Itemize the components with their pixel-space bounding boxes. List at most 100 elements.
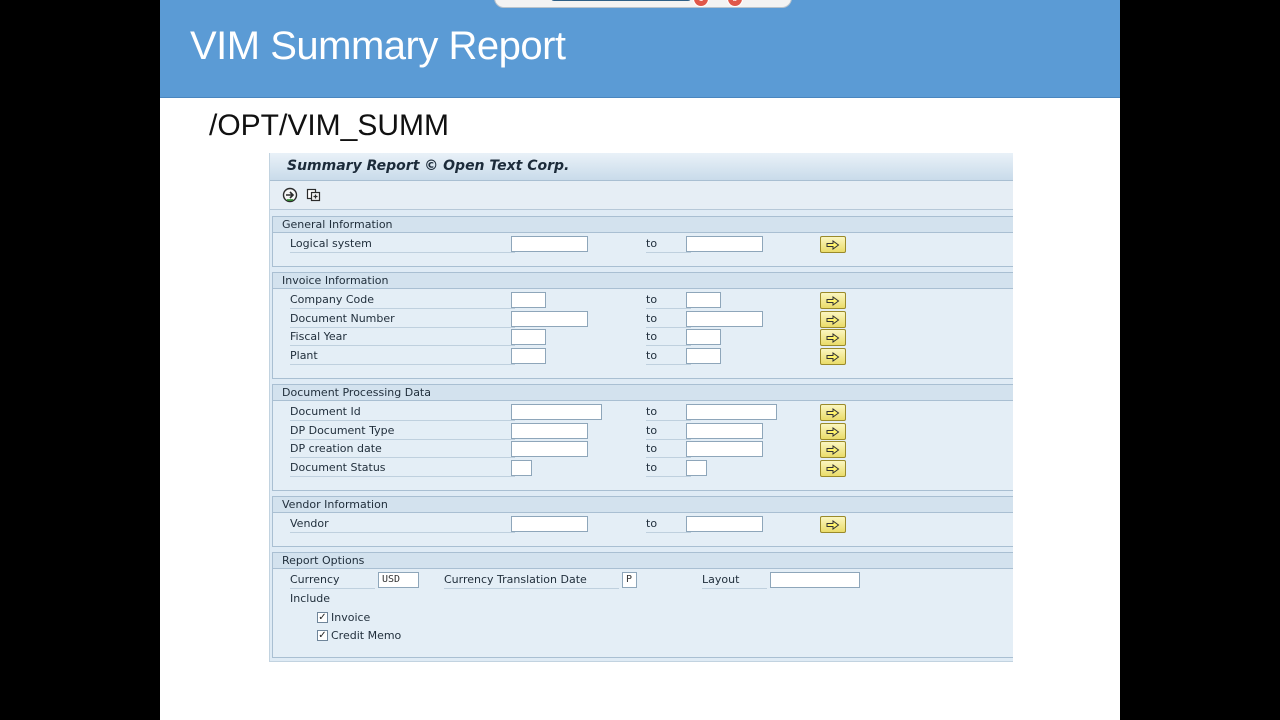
to-label: to (646, 442, 691, 458)
to-label: to (646, 349, 691, 365)
multiple-selection-button[interactable] (820, 236, 846, 253)
to-label: to (646, 424, 691, 440)
field-label: Fiscal Year (290, 330, 515, 346)
invoice-checkbox[interactable]: ✓ (317, 612, 328, 623)
arrow-right-icon (826, 463, 840, 474)
document-status-to-input[interactable] (686, 460, 707, 476)
vendor-from-input[interactable] (511, 516, 588, 532)
fiscal-year-to-input[interactable] (686, 329, 721, 345)
field-label: DP creation date (290, 442, 515, 458)
field-label: Document Status (290, 461, 515, 477)
group-header: General Information (273, 217, 1013, 233)
multiple-selection-button[interactable] (820, 348, 846, 365)
row-include: Include (273, 591, 1013, 608)
notification-badge-2[interactable]: 5 (727, 0, 743, 7)
row-document-number: Document Number to (273, 311, 1013, 328)
field-label: Document Number (290, 312, 515, 328)
invoice-checkbox-label: Invoice (331, 611, 371, 624)
include-label: Include (290, 592, 331, 605)
multiple-selection-button[interactable] (820, 292, 846, 309)
vendor-to-input[interactable] (686, 516, 763, 532)
slide-header: 1 5 VIM Summary Report (160, 0, 1120, 98)
arrow-right-icon (826, 314, 840, 325)
sap-toolbar (270, 181, 1013, 210)
logical-system-to-input[interactable] (686, 236, 763, 252)
field-label: DP Document Type (290, 424, 515, 440)
multiple-selection-button[interactable] (820, 423, 846, 440)
group-report-options: Report Options Currency USD Currency Tra… (272, 552, 1013, 658)
row-logical-system: Logical system to (273, 236, 1013, 253)
currency-input[interactable]: USD (378, 572, 419, 588)
field-label: Document Id (290, 405, 515, 421)
arrow-right-icon (826, 407, 840, 418)
dp-document-type-from-input[interactable] (511, 423, 588, 439)
group-general-information: General Information Logical system to (272, 216, 1013, 267)
to-label: to (646, 312, 691, 328)
row-company-code: Company Code to (273, 292, 1013, 309)
presentation-slide: 1 5 VIM Summary Report /OPT/VIM_SUMM Sum… (160, 0, 1120, 720)
fiscal-year-from-input[interactable] (511, 329, 546, 345)
to-label: to (646, 330, 691, 346)
multiple-selection-button[interactable] (820, 460, 846, 477)
credit-memo-checkbox[interactable]: ✓ (317, 630, 328, 641)
to-label: to (646, 405, 691, 421)
field-label: Logical system (290, 237, 515, 253)
plant-to-input[interactable] (686, 348, 721, 364)
execute-icon (282, 187, 298, 203)
to-label: to (646, 461, 691, 477)
document-number-to-input[interactable] (686, 311, 763, 327)
to-label: to (646, 293, 691, 309)
arrow-right-icon (826, 519, 840, 530)
group-header: Document Processing Data (273, 385, 1013, 401)
notification-badge-1[interactable]: 1 (693, 0, 709, 7)
multiple-selection-button[interactable] (820, 311, 846, 328)
group-header: Invoice Information (273, 273, 1013, 289)
field-label: Plant (290, 349, 515, 365)
plant-from-input[interactable] (511, 348, 546, 364)
get-variant-button[interactable] (305, 186, 323, 204)
layout-label: Layout (702, 573, 767, 589)
company-code-to-input[interactable] (686, 292, 721, 308)
arrow-right-icon (826, 295, 840, 306)
dp-document-type-to-input[interactable] (686, 423, 763, 439)
row-include-invoice: ✓ Invoice (273, 610, 1013, 627)
row-include-credit-memo: ✓ Credit Memo (273, 628, 1013, 645)
arrow-right-icon (826, 426, 840, 437)
row-document-id: Document Id to (273, 404, 1013, 421)
document-status-from-input[interactable] (511, 460, 532, 476)
multiple-selection-button[interactable] (820, 516, 846, 533)
field-label: Company Code (290, 293, 515, 309)
currency-label: Currency (290, 573, 375, 589)
sap-title-bar: Summary Report © Open Text Corp. (270, 153, 1013, 181)
credit-memo-checkbox-label: Credit Memo (331, 629, 402, 642)
document-number-from-input[interactable] (511, 311, 588, 327)
slide-title: VIM Summary Report (190, 24, 566, 68)
arrow-right-icon (826, 239, 840, 250)
get-variant-icon (306, 188, 321, 202)
dp-creation-date-from-input[interactable] (511, 441, 588, 457)
layout-input[interactable] (770, 572, 860, 588)
group-vendor-information: Vendor Information Vendor to (272, 496, 1013, 547)
multiple-selection-button[interactable] (820, 441, 846, 458)
row-vendor: Vendor to (273, 516, 1013, 533)
field-label: Vendor (290, 517, 515, 533)
dp-creation-date-to-input[interactable] (686, 441, 763, 457)
row-fiscal-year: Fiscal Year to (273, 329, 1013, 346)
row-currency: Currency USD Currency Translation Date P… (273, 572, 1013, 589)
document-id-to-input[interactable] (686, 404, 777, 420)
currency-translation-date-input[interactable]: P (622, 572, 637, 588)
logical-system-from-input[interactable] (511, 236, 588, 252)
execute-button[interactable] (281, 186, 299, 204)
arrow-right-icon (826, 444, 840, 455)
arrow-right-icon (826, 332, 840, 343)
multiple-selection-button[interactable] (820, 329, 846, 346)
group-header: Vendor Information (273, 497, 1013, 513)
multiple-selection-button[interactable] (820, 404, 846, 421)
currency-translation-date-label: Currency Translation Date (444, 573, 619, 589)
row-dp-document-type: DP Document Type to (273, 423, 1013, 440)
row-document-status: Document Status to (273, 460, 1013, 477)
document-id-from-input[interactable] (511, 404, 602, 420)
group-document-processing-data: Document Processing Data Document Id to … (272, 384, 1013, 491)
transaction-code: /OPT/VIM_SUMM (209, 109, 450, 142)
company-code-from-input[interactable] (511, 292, 546, 308)
